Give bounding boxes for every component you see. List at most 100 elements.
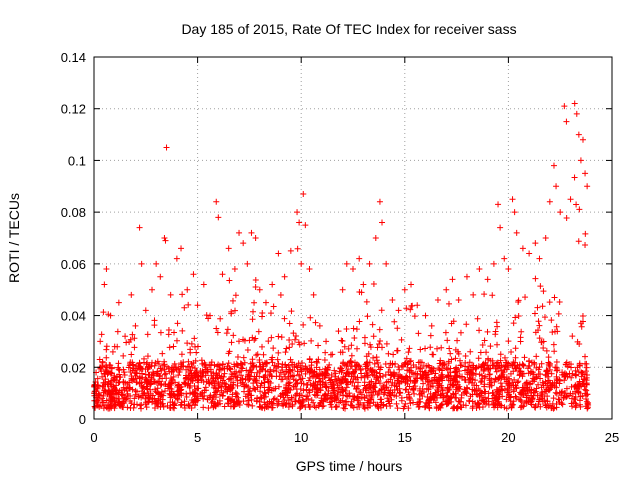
data-point <box>337 389 344 396</box>
data-point <box>286 379 293 386</box>
data-point <box>315 356 322 363</box>
data-point <box>200 395 207 402</box>
data-point <box>195 379 202 386</box>
data-point <box>104 391 111 398</box>
data-point <box>219 393 226 400</box>
data-point <box>183 390 190 397</box>
data-point <box>107 370 114 377</box>
data-point <box>575 382 582 389</box>
data-point <box>343 379 350 386</box>
data-point <box>434 394 441 401</box>
data-point <box>579 136 586 143</box>
data-point <box>394 405 401 412</box>
data-point <box>350 266 356 273</box>
data-point <box>576 397 583 404</box>
data-point <box>564 393 571 400</box>
data-point <box>306 356 313 363</box>
data-point <box>480 368 487 375</box>
x-tick-label: 10 <box>294 430 308 445</box>
data-point <box>275 349 282 356</box>
data-point <box>387 403 394 410</box>
data-point <box>214 374 221 381</box>
data-point <box>157 404 164 411</box>
data-point <box>452 365 459 372</box>
data-point <box>291 361 298 368</box>
data-point <box>137 402 144 409</box>
data-point <box>103 354 110 361</box>
data-point <box>317 381 324 388</box>
data-point <box>429 377 436 384</box>
data-point <box>553 323 560 330</box>
data-point <box>283 345 290 352</box>
data-point <box>181 404 188 411</box>
data-point <box>337 364 344 371</box>
data-point <box>130 365 137 372</box>
data-point <box>239 361 246 368</box>
data-point <box>508 348 515 355</box>
data-point <box>509 196 516 203</box>
data-point <box>407 357 414 364</box>
data-point <box>456 368 463 375</box>
data-point <box>517 396 524 403</box>
data-point <box>144 359 151 366</box>
data-point <box>322 372 329 379</box>
data-point <box>114 373 121 380</box>
data-point <box>572 388 579 395</box>
data-point <box>237 380 244 387</box>
data-point <box>405 389 412 396</box>
data-point <box>260 351 267 358</box>
data-point <box>360 281 367 288</box>
data-point <box>485 390 492 397</box>
data-point <box>513 394 520 401</box>
data-point <box>427 344 434 351</box>
data-point <box>241 388 248 395</box>
data-point <box>278 334 285 341</box>
data-point <box>572 396 579 403</box>
data-point <box>99 373 106 380</box>
data-point <box>383 384 390 391</box>
data-point <box>323 395 330 402</box>
data-point <box>442 329 449 336</box>
data-point <box>269 281 276 288</box>
data-point <box>244 260 251 267</box>
data-point <box>403 355 410 362</box>
data-point <box>150 369 157 376</box>
data-point <box>321 357 328 364</box>
data-point <box>339 397 346 404</box>
data-point <box>571 100 578 107</box>
data-point <box>382 371 389 378</box>
data-point <box>512 314 519 321</box>
data-point <box>493 395 500 402</box>
data-point <box>270 345 277 352</box>
data-point <box>310 399 317 406</box>
data-point <box>368 394 375 401</box>
data-point <box>200 281 207 288</box>
data-point <box>546 366 553 373</box>
data-point <box>315 342 322 349</box>
data-point <box>127 369 134 376</box>
data-point <box>217 315 224 322</box>
data-point <box>258 380 265 387</box>
data-point <box>265 338 272 345</box>
data-point <box>438 344 445 351</box>
data-point <box>395 307 402 314</box>
data-point <box>138 370 145 377</box>
data-point <box>247 387 254 394</box>
data-point <box>348 359 355 366</box>
data-point <box>212 389 219 396</box>
data-point <box>128 351 135 358</box>
data-point <box>511 376 518 383</box>
data-point <box>455 297 462 304</box>
data-point <box>236 229 243 236</box>
data-point <box>250 308 257 315</box>
data-point <box>376 326 383 333</box>
data-point <box>555 396 562 403</box>
data-point <box>157 329 164 336</box>
data-point <box>446 345 453 352</box>
data-point <box>223 330 230 337</box>
data-point <box>532 374 539 381</box>
data-point <box>232 307 239 314</box>
data-point <box>573 372 580 379</box>
data-point <box>114 328 121 335</box>
data-point <box>548 382 555 389</box>
